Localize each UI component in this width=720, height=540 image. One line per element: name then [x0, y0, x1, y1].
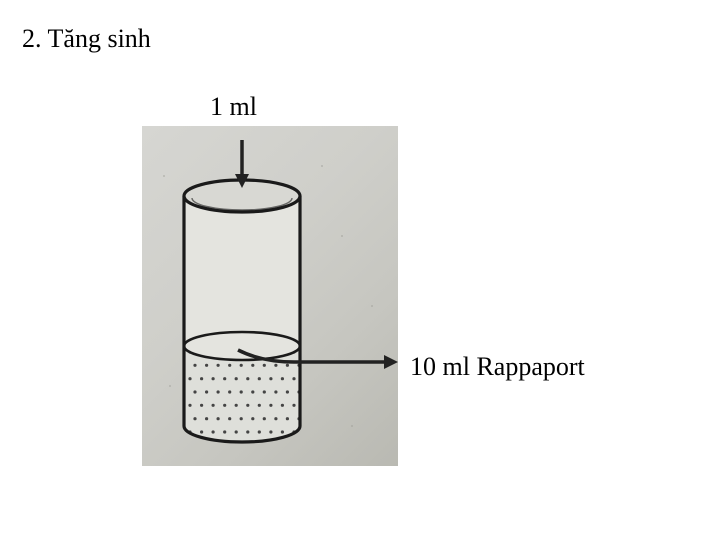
cylinder-diagram-icon — [142, 126, 398, 466]
section-heading: 2. Tăng sinh — [22, 24, 151, 54]
diagram-frame — [142, 126, 398, 466]
label-medium: 10 ml Rappaport — [410, 352, 585, 382]
label-input-volume: 1 ml — [210, 92, 257, 122]
